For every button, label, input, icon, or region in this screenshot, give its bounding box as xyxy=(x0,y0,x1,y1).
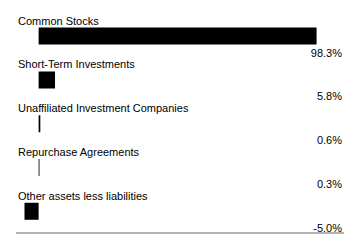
svg-text:0.3%: 0.3% xyxy=(317,178,342,190)
svg-text:0.6%: 0.6% xyxy=(317,134,342,146)
svg-text:-5.0%: -5.0% xyxy=(313,222,342,234)
svg-text:Common Stocks: Common Stocks xyxy=(18,15,99,27)
svg-text:Short-Term Investments: Short-Term Investments xyxy=(18,58,135,70)
svg-text:Unaffiliated Investment Compan: Unaffiliated Investment Companies xyxy=(18,102,189,114)
svg-text:98.3%: 98.3% xyxy=(311,47,342,59)
svg-text:Other assets less liabilities: Other assets less liabilities xyxy=(18,190,148,202)
svg-text:Repurchase Agreements: Repurchase Agreements xyxy=(18,146,140,158)
svg-text:5.8%: 5.8% xyxy=(317,90,342,102)
